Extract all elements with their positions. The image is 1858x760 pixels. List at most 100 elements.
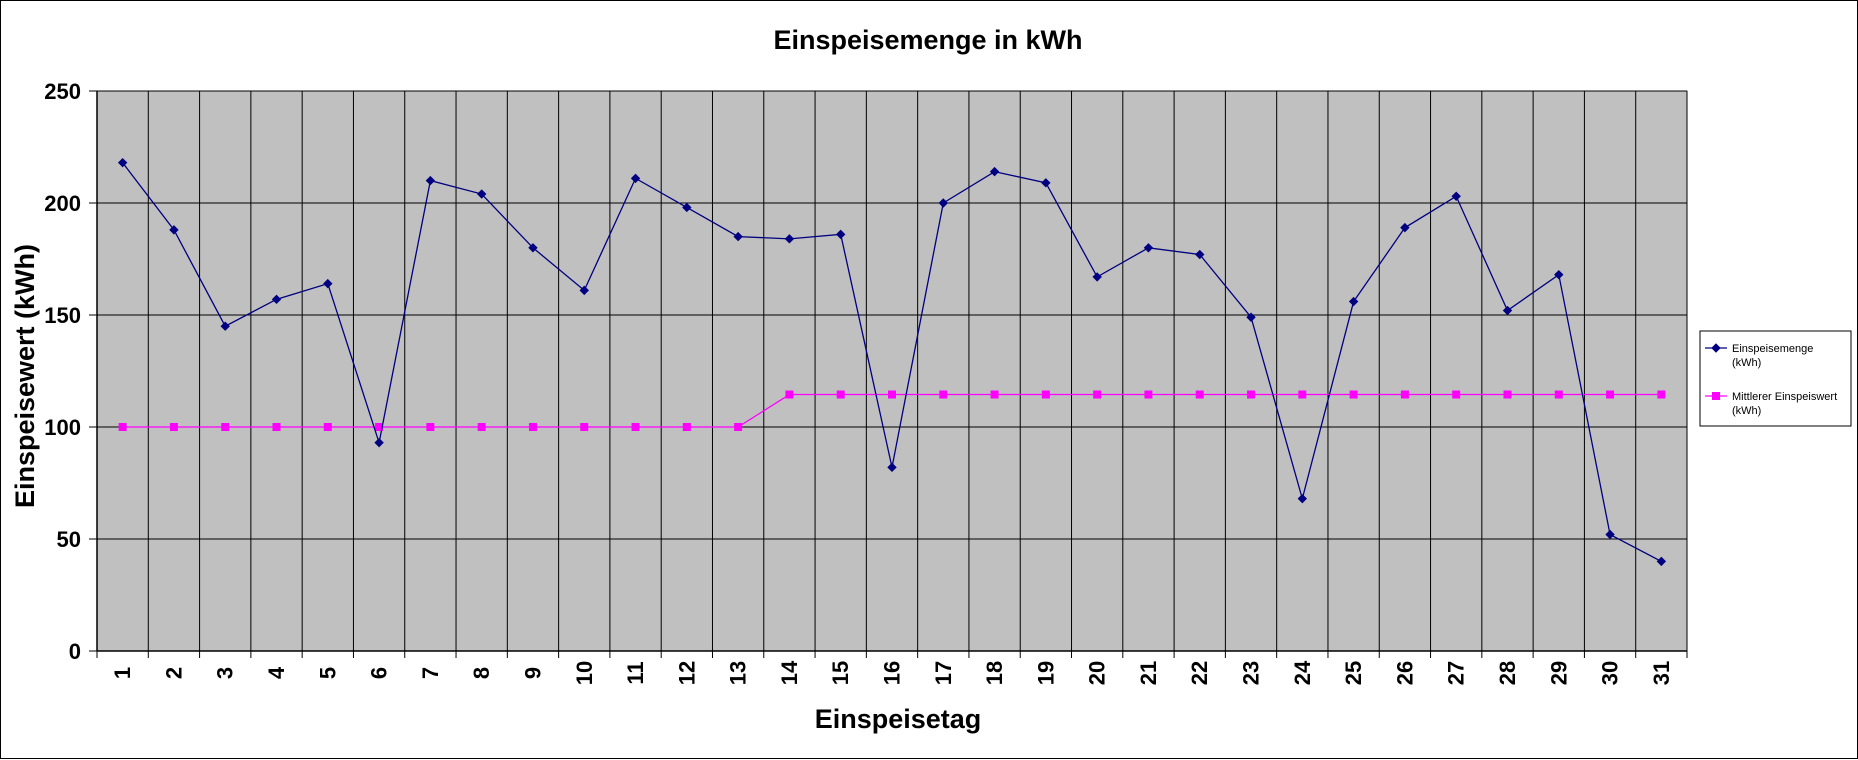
data-point [323, 278, 333, 289]
x-tick-label: 13 [726, 661, 751, 685]
data-point [784, 234, 795, 244]
data-point [1605, 529, 1615, 540]
plot-background [96, 90, 1688, 652]
data-point [1246, 312, 1256, 322]
data-point [785, 390, 794, 399]
y-tick-label: 0 [69, 639, 81, 664]
x-tick-label: 11 [623, 661, 648, 684]
data-point [1349, 390, 1358, 399]
data-point [1554, 390, 1563, 399]
x-tick-label: 5 [315, 667, 340, 679]
x-tick-label: 29 [1546, 661, 1571, 685]
data-point [989, 166, 1000, 177]
data-point [1297, 493, 1308, 504]
y-tick-label: 150 [44, 303, 81, 328]
data-point [1503, 390, 1512, 399]
x-tick-label: 21 [1136, 661, 1161, 685]
x-tick-label: 24 [1290, 660, 1315, 685]
data-point [1502, 305, 1513, 316]
data-point [630, 173, 641, 184]
data-point [374, 437, 384, 448]
x-tick-label: 18 [982, 661, 1007, 685]
data-point [1195, 390, 1204, 399]
x-tick-label: 14 [777, 660, 802, 685]
data-point [1451, 191, 1461, 201]
data-point [580, 423, 589, 431]
y-axis-ticks: 0 50 100 150 200 250 [44, 79, 97, 664]
data-point [733, 231, 743, 242]
data-point [323, 423, 332, 431]
x-tick-label: 31 [1649, 661, 1674, 685]
data-point [271, 294, 282, 305]
data-point [1400, 390, 1409, 399]
x-tick-label: 30 [1598, 661, 1623, 685]
legend-swatch-marker [1711, 343, 1721, 353]
x-axis-ticks: 1 2 3 4 5 6 7 8 9 10 11 12 13 14 15 16 17 18 19 20 21 22 23 24 2… [96, 651, 1688, 685]
data-point [528, 423, 537, 431]
data-point [836, 390, 845, 399]
x-tick-label: 27 [1444, 661, 1469, 685]
data-point [169, 225, 179, 235]
x-tick-label: 22 [1187, 661, 1212, 685]
chart-title: Einspeisemenge in kWh [773, 25, 1082, 55]
series-einspeisemenge [117, 157, 1667, 567]
plot-area [96, 90, 1688, 652]
data-point [1041, 390, 1050, 399]
data-point [836, 229, 846, 240]
legend-box [1699, 330, 1852, 427]
x-tick-label: 20 [1085, 661, 1110, 685]
x-tick-label: 28 [1495, 661, 1520, 685]
data-point [528, 243, 538, 253]
data-point [1092, 272, 1102, 282]
data-point [1606, 390, 1615, 399]
data-point [1400, 222, 1410, 233]
legend-label: Mittlerer Einspeiswert [1732, 391, 1837, 403]
legend-label: (kWh) [1732, 405, 1761, 417]
x-tick-label: 2 [161, 667, 186, 679]
data-point [631, 423, 640, 431]
data-point [272, 423, 281, 431]
data-point [1093, 390, 1102, 399]
x-tick-label: 7 [418, 667, 443, 679]
x-tick-label: 12 [674, 661, 699, 685]
grid-lines [96, 90, 1688, 652]
data-point [579, 285, 589, 296]
data-point [118, 423, 127, 431]
data-point [169, 423, 178, 431]
legend-item: Mittlerer Einspeiswert (kWh) [1705, 391, 1837, 417]
data-point [938, 198, 948, 208]
x-tick-label: 9 [520, 667, 545, 679]
data-point [734, 423, 743, 431]
data-point [887, 462, 897, 473]
x-tick-label: 15 [828, 661, 853, 685]
y-tick-label: 200 [44, 191, 81, 216]
data-point [1452, 390, 1461, 399]
legend-swatch-marker [1712, 392, 1720, 400]
x-tick-label: 17 [931, 661, 956, 685]
x-tick-label: 16 [880, 661, 905, 685]
data-point [1656, 556, 1667, 567]
data-point [682, 423, 691, 431]
x-axis-title: Einspeisetag [815, 704, 982, 734]
data-point [426, 423, 435, 431]
data-point [221, 423, 230, 431]
x-tick-label: 4 [264, 666, 289, 679]
legend-label: (kWh) [1732, 357, 1761, 369]
series-layer [117, 157, 1667, 567]
data-point [425, 175, 436, 186]
data-point [1143, 243, 1154, 253]
data-point [477, 423, 486, 431]
x-tick-label: 19 [1033, 661, 1058, 685]
x-tick-label: 26 [1392, 661, 1417, 685]
y-axis-title: Einspeisewert (kWh) [10, 244, 40, 508]
data-point [990, 390, 999, 399]
data-point [1195, 249, 1205, 260]
data-point [939, 390, 948, 399]
x-tick-label: 23 [1239, 661, 1264, 685]
y-tick-label: 100 [44, 415, 81, 440]
data-point [1554, 269, 1564, 280]
legend-item: Einspeisemenge (kWh) [1705, 343, 1813, 369]
legend-label: Einspeisemenge [1732, 343, 1813, 355]
